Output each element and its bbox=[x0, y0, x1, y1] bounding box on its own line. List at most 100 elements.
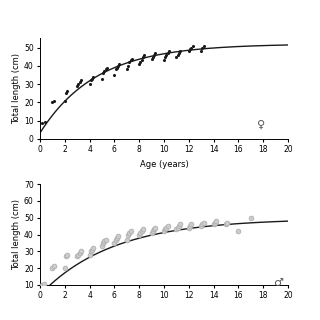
Point bbox=[128, 228, 133, 234]
Point bbox=[41, 281, 46, 286]
Point bbox=[223, 222, 228, 227]
Point bbox=[188, 47, 193, 52]
Point bbox=[101, 71, 106, 76]
Point bbox=[116, 63, 121, 68]
Point bbox=[78, 78, 84, 83]
Point bbox=[40, 120, 45, 125]
Point bbox=[150, 228, 156, 234]
Point bbox=[75, 84, 80, 89]
Point bbox=[175, 225, 180, 230]
Point bbox=[62, 266, 68, 271]
Point bbox=[112, 240, 117, 245]
Point bbox=[163, 227, 168, 232]
Text: ♀: ♀ bbox=[257, 119, 265, 129]
Point bbox=[91, 74, 96, 79]
Point bbox=[164, 52, 169, 57]
Point bbox=[166, 49, 172, 54]
Point bbox=[149, 56, 154, 61]
Point bbox=[100, 244, 105, 249]
Point bbox=[63, 91, 68, 96]
Point bbox=[125, 232, 131, 237]
Point bbox=[138, 230, 143, 236]
Point bbox=[153, 51, 158, 56]
Point bbox=[63, 254, 68, 259]
Point bbox=[200, 222, 205, 227]
Point bbox=[62, 98, 68, 103]
Point bbox=[212, 220, 217, 225]
Point bbox=[117, 61, 122, 67]
Point bbox=[51, 264, 56, 269]
Point bbox=[150, 54, 156, 59]
Point bbox=[112, 72, 117, 77]
Point bbox=[113, 237, 118, 242]
Point bbox=[124, 67, 129, 72]
Point bbox=[90, 76, 95, 81]
Point bbox=[76, 82, 81, 87]
Point bbox=[76, 252, 81, 257]
Point bbox=[190, 43, 195, 48]
Point bbox=[65, 89, 70, 94]
Point bbox=[42, 119, 48, 124]
Point bbox=[149, 230, 154, 236]
Point bbox=[162, 58, 167, 63]
Point bbox=[189, 222, 194, 227]
Point bbox=[50, 100, 55, 105]
Point bbox=[127, 230, 132, 236]
Point bbox=[152, 52, 157, 57]
Point bbox=[199, 49, 204, 54]
Point bbox=[142, 52, 147, 57]
Point bbox=[103, 67, 108, 72]
Point bbox=[100, 76, 105, 81]
Point bbox=[87, 82, 92, 87]
Point bbox=[50, 266, 55, 271]
Point bbox=[129, 56, 134, 61]
Point bbox=[175, 52, 180, 57]
Point bbox=[163, 54, 168, 59]
Point bbox=[176, 224, 181, 229]
Point bbox=[140, 54, 146, 59]
Point bbox=[114, 235, 119, 240]
Point bbox=[102, 69, 107, 74]
Point bbox=[104, 65, 109, 70]
Point bbox=[248, 215, 253, 220]
Point bbox=[188, 224, 193, 229]
Point bbox=[201, 220, 206, 225]
Point bbox=[77, 80, 82, 85]
Text: ♂: ♂ bbox=[273, 278, 283, 288]
Point bbox=[199, 224, 204, 229]
Point bbox=[78, 249, 84, 254]
Point bbox=[65, 252, 70, 257]
Point bbox=[140, 227, 146, 232]
Point bbox=[186, 225, 191, 230]
Point bbox=[165, 51, 170, 56]
Point bbox=[137, 232, 142, 237]
Point bbox=[90, 247, 95, 252]
Point bbox=[87, 252, 92, 257]
Point bbox=[201, 43, 206, 48]
Point bbox=[101, 240, 106, 245]
Point bbox=[165, 224, 170, 229]
Point bbox=[124, 237, 129, 242]
Point bbox=[103, 237, 108, 242]
Point bbox=[189, 45, 194, 50]
Y-axis label: Total length (cm): Total length (cm) bbox=[12, 199, 21, 270]
Point bbox=[116, 234, 121, 239]
Point bbox=[88, 78, 93, 83]
Point bbox=[139, 228, 144, 234]
Point bbox=[139, 58, 144, 63]
Point bbox=[138, 60, 143, 65]
Point bbox=[164, 225, 169, 230]
Point bbox=[40, 282, 45, 287]
Point bbox=[236, 228, 241, 234]
Point bbox=[174, 54, 179, 59]
Point bbox=[75, 254, 80, 259]
Point bbox=[178, 49, 183, 54]
Point bbox=[51, 99, 56, 104]
Point bbox=[88, 249, 93, 254]
Point bbox=[102, 239, 107, 244]
Point bbox=[152, 227, 157, 232]
Y-axis label: Total length (cm): Total length (cm) bbox=[12, 53, 21, 124]
Point bbox=[225, 220, 230, 225]
Point bbox=[77, 250, 82, 255]
Point bbox=[213, 219, 219, 224]
